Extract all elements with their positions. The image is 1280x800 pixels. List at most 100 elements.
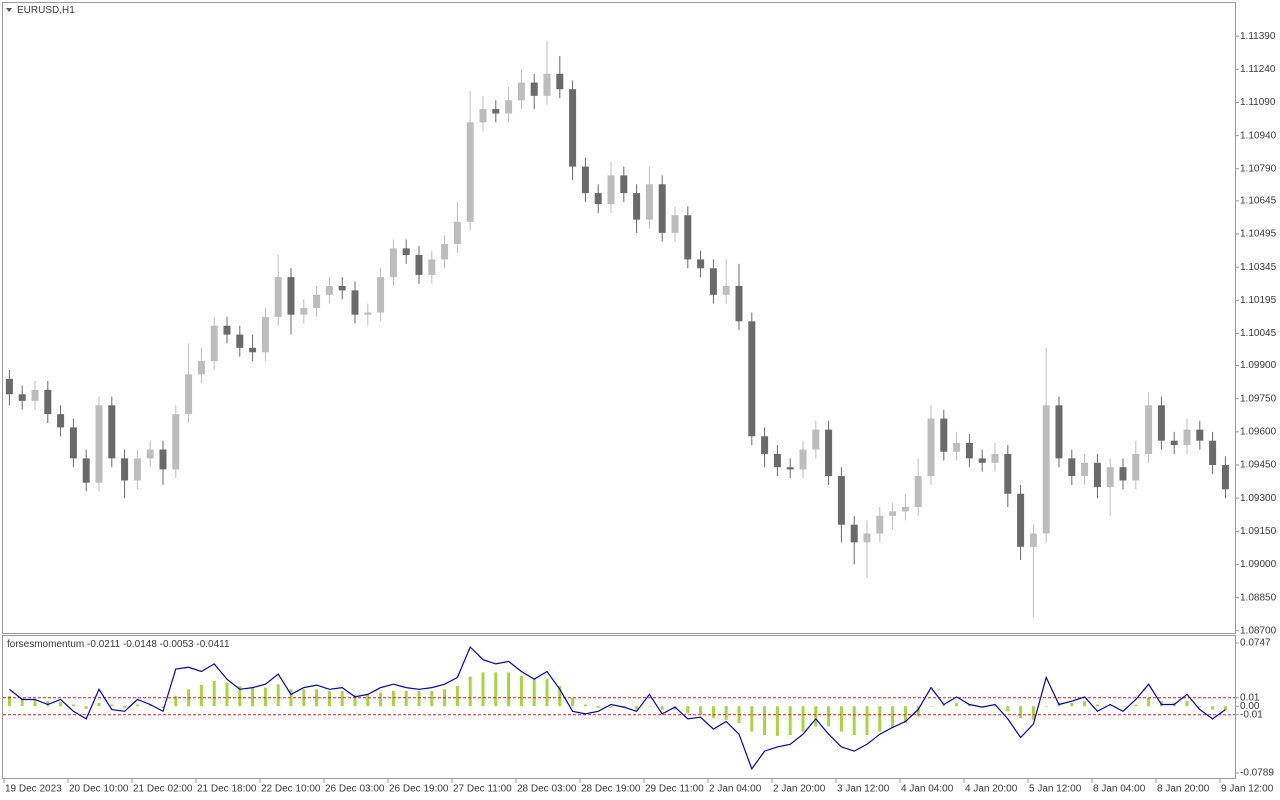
histogram-bar xyxy=(1223,706,1227,710)
candle-body xyxy=(697,259,705,269)
candle-body xyxy=(1157,405,1165,441)
candle-body xyxy=(172,414,180,470)
candle-body xyxy=(825,429,833,477)
candle-body xyxy=(812,429,820,450)
candle-body xyxy=(709,268,717,295)
histogram-bar xyxy=(468,676,472,707)
x-tick-label: 20 Dec 10:00 xyxy=(69,784,129,795)
histogram-bar xyxy=(814,706,818,727)
histogram-bar xyxy=(519,675,523,707)
candle-body xyxy=(1209,440,1217,465)
histogram-bar xyxy=(993,706,997,707)
histogram-bar xyxy=(596,706,600,708)
x-tick-label: 5 Jan 12:00 xyxy=(1029,784,1082,795)
candle-body xyxy=(773,453,781,468)
candle-body xyxy=(965,442,973,459)
y-tick-label: -0.01 xyxy=(1240,709,1263,720)
candle-body xyxy=(978,458,986,463)
main-panel xyxy=(2,2,1236,634)
histogram-bar xyxy=(391,691,395,707)
histogram-bar xyxy=(225,682,229,707)
candle-body xyxy=(991,453,999,463)
histogram-bar xyxy=(507,672,511,707)
candle-body xyxy=(402,248,410,255)
candle-body xyxy=(57,414,65,428)
x-tick-label: 9 Jan 12:00 xyxy=(1221,784,1274,795)
candle-body xyxy=(607,175,615,205)
histogram-bar xyxy=(430,691,434,707)
candle-body xyxy=(1106,467,1114,488)
histogram-bar xyxy=(545,679,549,707)
candle-body xyxy=(223,325,231,335)
histogram-bar xyxy=(97,702,101,707)
histogram-bar xyxy=(1083,701,1087,707)
histogram-bar xyxy=(161,706,165,708)
histogram-bar xyxy=(891,706,895,729)
candle-body xyxy=(300,308,308,315)
candle-body xyxy=(69,427,77,459)
candle-body xyxy=(185,374,193,415)
candle-body xyxy=(197,361,205,375)
candle-body xyxy=(261,316,269,353)
y-tick-label: 1.11390 xyxy=(1240,31,1276,42)
x-tick-label: 22 Dec 10:00 xyxy=(261,784,321,795)
candle-body xyxy=(505,100,513,114)
histogram-bar xyxy=(135,704,139,707)
histogram-bar xyxy=(1185,701,1189,707)
histogram-bar xyxy=(839,706,843,732)
histogram-bar xyxy=(46,701,50,707)
histogram-bar xyxy=(340,691,344,707)
x-tick-label: 8 Jan 04:00 xyxy=(1093,784,1146,795)
candle-body xyxy=(581,166,589,194)
candle-body xyxy=(1132,453,1140,481)
histogram-bar xyxy=(33,699,37,707)
candle-body xyxy=(1221,465,1229,490)
histogram-bar xyxy=(878,706,882,732)
candle-body xyxy=(1042,405,1050,534)
histogram-bar xyxy=(532,679,536,707)
candle-body xyxy=(645,184,653,220)
candle-body xyxy=(837,476,845,525)
histogram-bar xyxy=(1095,704,1099,707)
candle-body xyxy=(274,277,282,317)
candle-body xyxy=(735,285,743,322)
histogram-bar xyxy=(379,692,383,707)
candle-body xyxy=(159,449,167,470)
candle-body xyxy=(210,325,218,362)
candle-body xyxy=(1119,467,1127,481)
histogram-bar xyxy=(967,704,971,707)
histogram-bar xyxy=(494,672,498,707)
histogram-bar xyxy=(84,706,88,709)
histogram-bar xyxy=(315,689,319,707)
histogram-bar xyxy=(686,706,690,714)
candle-body xyxy=(466,122,474,222)
candle-body xyxy=(44,389,52,415)
candle-body xyxy=(658,184,666,233)
chart-title: EURUSD,H1 xyxy=(17,5,75,16)
y-tick-label: 1.10045 xyxy=(1240,328,1277,339)
histogram-bar xyxy=(353,694,357,707)
x-tick-label: 2 Jan 20:00 xyxy=(773,784,826,795)
histogram-bar xyxy=(635,706,639,710)
x-tick-label: 27 Dec 11:00 xyxy=(453,784,512,795)
y-tick-label: 1.10790 xyxy=(1240,163,1277,174)
y-tick-label: 1.09900 xyxy=(1240,360,1277,371)
y-tick-label: 1.08850 xyxy=(1240,592,1277,603)
y-tick-label: 1.10940 xyxy=(1240,130,1277,141)
histogram-bar xyxy=(20,697,24,707)
histogram-bar xyxy=(481,672,485,707)
candle-body xyxy=(889,511,897,516)
histogram-bar xyxy=(212,680,216,707)
histogram-bar xyxy=(647,706,651,707)
histogram-bar xyxy=(7,696,11,707)
candle-body xyxy=(620,175,628,194)
candle-body xyxy=(377,277,385,313)
histogram-bar xyxy=(1211,706,1215,710)
collapse-arrow[interactable] xyxy=(6,8,12,12)
y-tick-label: 1.09000 xyxy=(1240,559,1277,570)
histogram-bar xyxy=(123,706,127,708)
candle-body xyxy=(953,442,961,452)
histogram-bar xyxy=(660,706,664,710)
y-tick-label: 0.01 xyxy=(1240,692,1260,703)
